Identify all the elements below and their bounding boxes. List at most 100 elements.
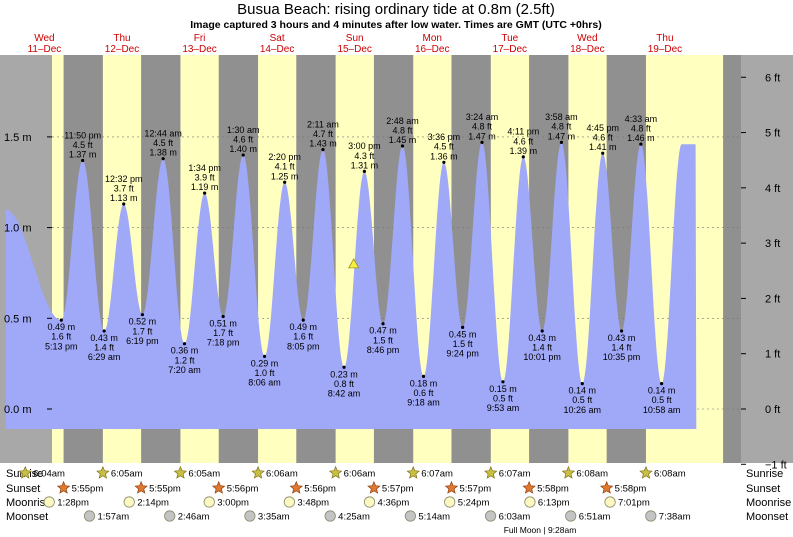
tide-label-line: 7:18 pm [207,338,240,348]
y-tick-label: 1.0 m [4,223,32,235]
tide-label-line: 8:46 pm [367,345,400,355]
tide-label-line: 3.9 ft [195,173,216,183]
moonset-row-label-right: Moonset [746,511,788,523]
sunrise-time: 6:04am [33,469,65,480]
tide-label-line: 1.38 m [149,148,177,158]
moonset-time: 5:14am [418,512,450,523]
tide-label-line: 4.8 ft [631,124,652,134]
tide-label-line: 5:13 pm [45,341,78,351]
sunset-row-label-right: Sunset [746,483,780,495]
tide-label-line: 0.5 ft [652,395,673,405]
tide-point [301,318,305,322]
tide-label-line: 4.8 ft [393,125,414,135]
tide-label-line: 6:29 am [88,352,121,362]
tide-point [283,180,287,184]
tide-label-line: 10:35 pm [603,352,641,362]
tide-label-line: 4.5 ft [434,142,455,152]
tide-label-line: 0.43 m [528,333,556,343]
tide-label-line: 0.52 m [129,317,157,327]
day-name: Fri [194,33,206,44]
tide-label-line: 1.45 m [389,135,417,145]
tide-label-line: 10:26 am [564,405,602,415]
tide-point [480,140,484,144]
sunrise-time: 6:06am [266,469,298,480]
tide-label-line: 1.0 ft [255,368,276,378]
tide-point [619,329,624,333]
tide-point [559,140,564,144]
sun-star-icon [444,480,459,494]
high-tide-label: 4:11 pm4.6 ft1.39 m [507,127,539,159]
low-tide-label: 0.36 m1.2 ft7:20 am [168,342,201,375]
day-name: Sun [346,33,364,44]
chart-title: Busua Beach: rising ordinary tide at 0.8… [237,1,555,18]
tide-label-line: 4:11 pm [507,127,539,137]
high-tide-label: 3:00 pm4.3 ft1.31 m [348,141,381,173]
tide-label-line: 4.1 ft [275,162,296,172]
tide-point [262,354,267,358]
low-tide-label: 0.15 m0.5 ft9:53 am [487,380,519,413]
sun-star-icon [639,465,653,479]
tide-point [221,314,225,319]
tide-label-line: 0.45 m [449,329,477,339]
tide-label-line: 1.6 ft [293,332,314,342]
tide-point [540,329,544,333]
y-right-tick-label: 2 ft [765,293,780,305]
sunset-time: 5:58pm [537,484,569,495]
tide-label-line: 7:20 am [168,365,201,375]
tide-label-line: 1.39 m [510,146,538,156]
tide-label-line: 0.29 m [251,358,279,368]
low-tide-label: 0.29 m1.0 ft8:06 am [248,354,281,388]
low-tide-label: 0.18 m0.6 ft9:18 am [407,374,440,408]
tide-label-line: 1.4 ft [532,343,553,353]
sun-star-icon [134,480,148,494]
moonset-time: 1:57am [98,512,130,523]
high-tide-label: 2:48 am4.8 ft1.45 m [386,116,419,148]
y-tick-label: 0.5 m [4,313,32,325]
tide-label-line: 0.14 m [569,386,597,396]
tide-point [122,202,126,206]
moonset-icon [484,510,497,522]
tide-label-line: 1.47 m [548,131,576,141]
current-level-triangle [348,258,360,269]
sunset-time: 5:56pm [304,484,336,495]
moonrise-row: Moonrise Moonrise 1:28pm 2:14pm 3:00pm 3:48pm… [6,496,791,509]
day-date: 16–Dec [415,44,449,55]
y-right-tick-label: 1 ft [765,349,780,361]
day-name: Wed [34,33,54,44]
day-name: Tue [501,33,518,44]
tide-label-line: 0.43 m [608,333,636,343]
moonrise-row-label-left: Moonrise [6,497,51,509]
moonrise-time: 3:00pm [217,498,249,509]
tide-label-line: 1.40 m [229,144,257,154]
tide-curve [5,142,697,429]
day-date: 12–Dec [105,44,139,55]
moonrise-icon [43,496,55,508]
high-tide-label: 4:33 am4.8 ft1.46 m [625,114,657,146]
tide-label-line: 2:48 am [386,116,419,126]
tide-point [580,382,584,386]
tide-label-line: 1.7 ft [132,326,153,336]
sunrise-time: 6:08am [654,469,686,480]
y-tick-label: 1.5 m [4,132,32,144]
moonset-time: 3:35am [258,512,290,523]
low-tide-label: 0.49 m1.6 ft5:13 pm [45,318,78,351]
y-tick-label: 0.0 m [4,404,32,416]
tide-label-line: 4.6 ft [593,133,614,143]
tide-label-line: 1.4 ft [612,343,633,353]
tide-label-line: 8:42 am [328,388,361,398]
tide-label-line: 0.49 m [289,322,317,332]
sunrise-time: 6:05am [111,469,143,480]
sunset-time: 5:58pm [615,484,647,495]
moonset-time: 6:03am [499,512,531,523]
y-right-tick-label: 4 ft [765,183,780,195]
tide-label-line: 4:45 pm [586,123,619,133]
day-labels: Wed11–DecThu12–DecFri13–DecSat14–DecSun1… [28,33,683,55]
tide-label-line: 0.36 m [171,346,199,356]
low-tide-label: 0.52 m1.7 ft6:19 pm [126,313,159,346]
moonset-time: 7:38am [659,512,691,523]
tide-label-line: 4.8 ft [551,122,572,132]
sunrise-time: 6:07am [421,469,453,480]
tide-point [59,318,63,322]
astro-rows: SunriseSunrise6:04am6:05am6:05am6:06am6:… [6,465,791,523]
